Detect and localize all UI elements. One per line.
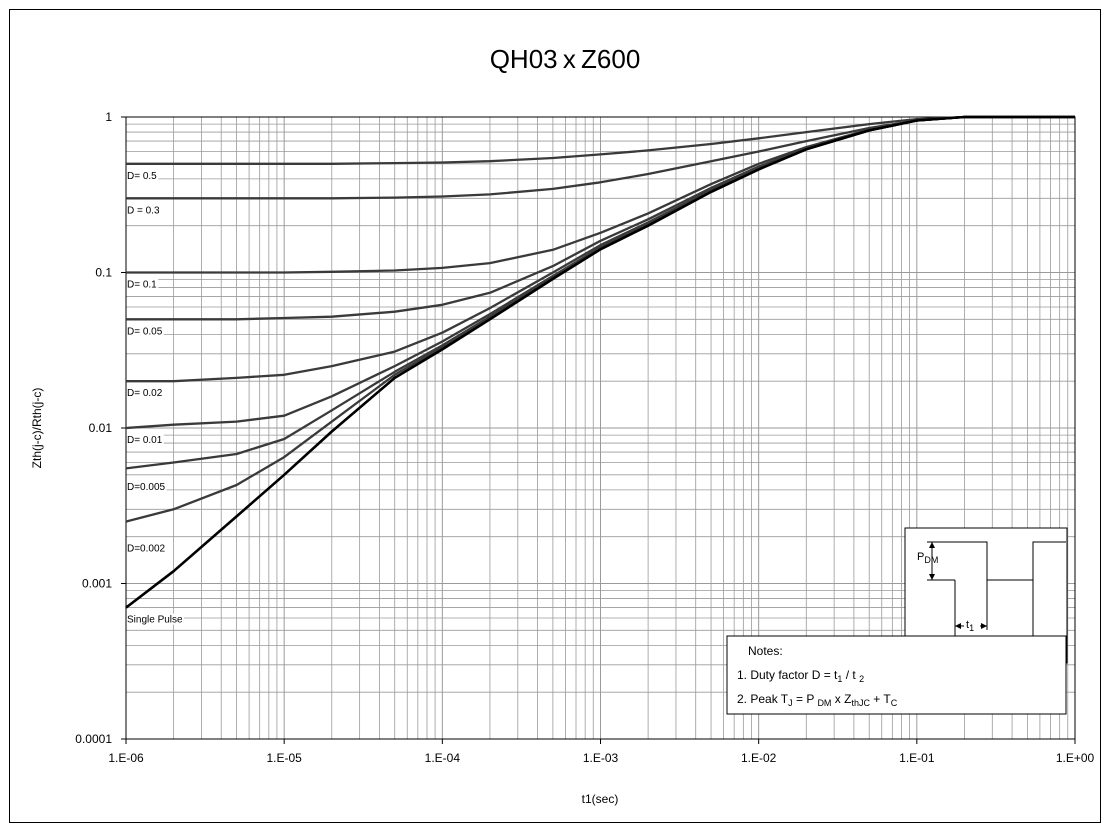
y-tick-label: 0.001 xyxy=(82,577,112,591)
series-label-2: D= 0.1 xyxy=(127,280,157,291)
x-axis-label: t1(sec) xyxy=(582,792,619,806)
y-tick-label: 0.1 xyxy=(95,266,112,280)
notes-box: Notes: 1. Duty factor D = t1 / t 2 2. Pe… xyxy=(726,635,1067,715)
series-label-0: D= 0.5 xyxy=(127,171,157,182)
x-tick-label: 1.E-05 xyxy=(266,751,302,765)
y-tick-label: 1 xyxy=(105,110,112,124)
pulse-waveform xyxy=(937,541,1066,581)
notes-line-1: 1. Duty factor D = t1 / t 2 xyxy=(737,668,864,684)
notes-frame xyxy=(726,635,1067,715)
series-label-7: D=0.002 xyxy=(127,544,166,555)
curve-labels: D= 0.5 D = 0.3 D= 0.1 D= 0.05 D= 0.02 D= 0.01… xyxy=(126,169,185,626)
pdm-label: PDM xyxy=(917,551,938,565)
notes-heading: Notes: xyxy=(748,644,783,658)
series-label-6: D=0.005 xyxy=(127,482,166,493)
x-tick-label: 1.E-01 xyxy=(899,751,935,765)
chart-title: QH03 x Z600 xyxy=(490,44,641,74)
y-tick-label: 0.0001 xyxy=(75,732,112,746)
series-label-1: D = 0.3 xyxy=(127,205,160,216)
x-tick-label: 1.E-03 xyxy=(583,751,619,765)
x-tick-labels: 1.E-06 1.E-05 1.E-04 1.E-03 1.E-02 1.E-01 1.E+… xyxy=(108,739,1095,765)
x-tick-label: 1.E-06 xyxy=(108,751,144,765)
t1-label: t1 xyxy=(966,619,974,633)
x-tick-label: 1.E-04 xyxy=(425,751,461,765)
notes-line-2: 2. Peak TJ = P DM x ZthJC + TC xyxy=(737,692,898,708)
y-tick-labels: 0.0001 0.001 0.01 0.1 1 xyxy=(75,110,126,746)
y-tick-label: 0.01 xyxy=(89,421,113,435)
x-tick-label: 1.E+00 xyxy=(1056,751,1095,765)
x-tick-label: 1.E-02 xyxy=(741,751,777,765)
series-label-4: D= 0.02 xyxy=(127,388,163,399)
series-line-0 xyxy=(126,115,1075,165)
y-axis-label: Zth(j-c)/Rth(j-c) xyxy=(30,388,44,469)
curves xyxy=(125,115,1075,609)
series-label-8: Single Pulse xyxy=(127,615,183,626)
series-label-5: D= 0.01 xyxy=(127,435,163,446)
series-label-3: D= 0.05 xyxy=(127,326,163,337)
series-line-8 xyxy=(125,115,1075,609)
